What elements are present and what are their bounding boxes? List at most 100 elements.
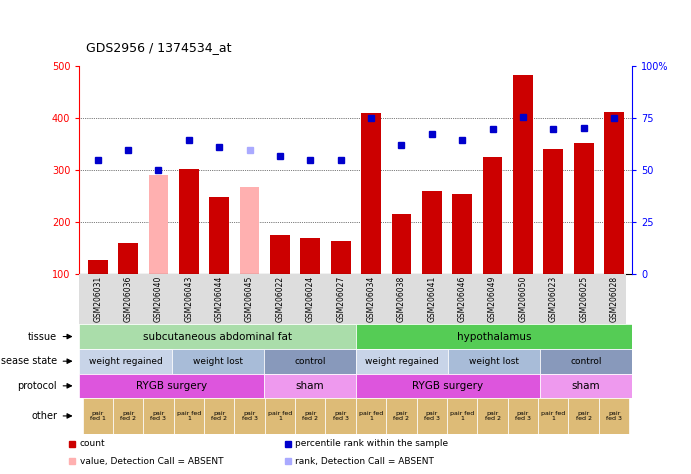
Text: GDS2956 / 1374534_at: GDS2956 / 1374534_at (86, 41, 232, 54)
Text: pair fed
1: pair fed 1 (359, 410, 384, 421)
Text: GSM206025: GSM206025 (579, 276, 588, 322)
Bar (270, 236, 290, 274)
Bar (204, 398, 234, 434)
Text: RYGB surgery: RYGB surgery (413, 381, 484, 391)
Text: sham: sham (572, 381, 600, 391)
Bar (540, 349, 632, 374)
Bar (513, 75, 533, 274)
Bar (483, 157, 502, 274)
Bar (356, 349, 448, 374)
Text: pair fed
1: pair fed 1 (177, 410, 201, 421)
Bar (422, 191, 442, 274)
Text: GSM206027: GSM206027 (337, 276, 346, 322)
Bar (417, 398, 447, 434)
Bar (143, 398, 173, 434)
Bar (356, 324, 632, 349)
Bar (264, 374, 356, 398)
Text: pair
fed 3: pair fed 3 (151, 410, 167, 421)
Bar (508, 398, 538, 434)
Text: pair
fed 2: pair fed 2 (393, 410, 410, 421)
Text: percentile rank within the sample: percentile rank within the sample (295, 439, 448, 448)
Text: pair fed
1: pair fed 1 (268, 410, 292, 421)
Text: weight regained: weight regained (365, 357, 439, 365)
Text: count: count (79, 439, 106, 448)
Text: GSM206040: GSM206040 (154, 276, 163, 322)
Text: value, Detection Call = ABSENT: value, Detection Call = ABSENT (79, 457, 223, 466)
Bar (386, 398, 417, 434)
Bar (574, 143, 594, 274)
Text: pair
fed 3: pair fed 3 (424, 410, 439, 421)
Text: subcutaneous abdominal fat: subcutaneous abdominal fat (143, 331, 292, 342)
Text: tissue: tissue (28, 331, 57, 342)
Text: pair
fed 2: pair fed 2 (576, 410, 591, 421)
Bar (453, 194, 472, 274)
Bar (543, 149, 563, 274)
Text: GSM206024: GSM206024 (306, 276, 315, 322)
Bar (79, 374, 264, 398)
Bar (264, 349, 356, 374)
Bar (113, 398, 143, 434)
Text: GSM206023: GSM206023 (549, 276, 558, 322)
Text: hypothalamus: hypothalamus (457, 331, 531, 342)
Bar (82, 398, 113, 434)
Bar (88, 260, 108, 274)
Text: pair
fed 2: pair fed 2 (211, 410, 227, 421)
Bar (331, 241, 350, 274)
Text: GSM206034: GSM206034 (366, 276, 375, 322)
Bar (149, 175, 169, 274)
Text: weight lost: weight lost (469, 357, 519, 365)
Text: GSM206038: GSM206038 (397, 276, 406, 322)
Bar (173, 398, 204, 434)
Text: GSM206045: GSM206045 (245, 276, 254, 322)
Text: pair
fed 2: pair fed 2 (302, 410, 319, 421)
Bar (240, 187, 259, 274)
Text: pair
fed 1: pair fed 1 (90, 410, 106, 421)
Text: control: control (571, 357, 602, 365)
Text: pair fed
1: pair fed 1 (450, 410, 474, 421)
Text: GSM206036: GSM206036 (124, 276, 133, 322)
Bar (361, 113, 381, 274)
Text: GSM206044: GSM206044 (215, 276, 224, 322)
Text: pair
fed 3: pair fed 3 (242, 410, 258, 421)
Bar (301, 238, 320, 274)
Bar (599, 398, 630, 434)
Bar (179, 169, 199, 274)
Text: GSM206022: GSM206022 (276, 276, 285, 322)
Text: GSM206046: GSM206046 (457, 276, 466, 322)
Bar (392, 215, 411, 274)
Bar (604, 112, 624, 274)
Bar (447, 398, 477, 434)
Text: pair
fed 3: pair fed 3 (515, 410, 531, 421)
Text: disease state: disease state (0, 356, 57, 366)
Text: GSM206041: GSM206041 (427, 276, 436, 322)
Bar (265, 398, 295, 434)
Text: weight regained: weight regained (88, 357, 162, 365)
Text: pair
fed 3: pair fed 3 (606, 410, 622, 421)
Text: GSM206028: GSM206028 (609, 276, 618, 322)
Text: RYGB surgery: RYGB surgery (136, 381, 207, 391)
Bar (325, 398, 356, 434)
Text: rank, Detection Call = ABSENT: rank, Detection Call = ABSENT (295, 457, 434, 466)
Text: other: other (31, 411, 57, 421)
Bar (538, 398, 569, 434)
Text: pair
fed 2: pair fed 2 (484, 410, 500, 421)
Bar (356, 374, 540, 398)
Bar (448, 349, 540, 374)
Text: control: control (294, 357, 325, 365)
Bar (79, 349, 171, 374)
Bar (295, 398, 325, 434)
Bar (477, 398, 508, 434)
Bar (171, 349, 264, 374)
Bar (234, 398, 265, 434)
Text: pair
fed 3: pair fed 3 (332, 410, 349, 421)
Bar (209, 197, 229, 274)
Text: protocol: protocol (17, 381, 57, 391)
Text: GSM206031: GSM206031 (93, 276, 102, 322)
Bar (79, 324, 356, 349)
Text: pair
fed 2: pair fed 2 (120, 410, 136, 421)
Text: GSM206049: GSM206049 (488, 276, 497, 322)
Bar (118, 243, 138, 274)
Bar (356, 398, 386, 434)
Text: weight lost: weight lost (193, 357, 243, 365)
Text: GSM206050: GSM206050 (518, 276, 527, 322)
